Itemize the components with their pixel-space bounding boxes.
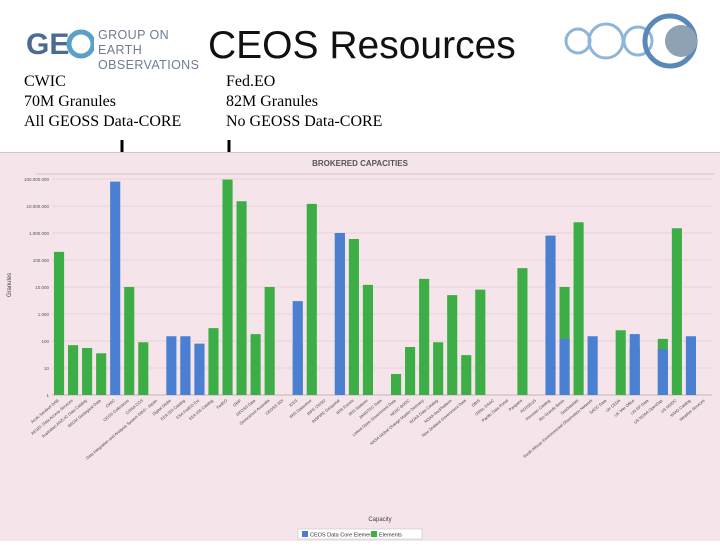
y-tick-label: 1 <box>46 393 49 398</box>
x-tick-label: GBIF <box>232 398 243 408</box>
fedeo-name: Fed.EO <box>226 73 276 90</box>
legend-core-swatch <box>302 531 308 537</box>
bar-elements <box>96 353 107 395</box>
y-tick-label: 1.000.000 <box>29 231 50 236</box>
bar-elements <box>53 251 65 395</box>
grid: 1 10 100 1.000 10.000 100.000 1.000.000 10.000.… <box>24 177 712 398</box>
legend-elements-swatch <box>371 531 377 537</box>
logo-line-2: EARTH OBSERVATIONS <box>98 43 200 72</box>
geo-logo: GE GROUP ON EARTH OBSERVATIONS <box>24 24 234 72</box>
bar-elements <box>82 348 93 395</box>
bar-elements <box>138 342 149 395</box>
cwic-info: CWIC 70M Granules All GEOSS Data-CORE <box>24 72 181 132</box>
fedeo-granules: 82M Granules <box>226 93 318 110</box>
y-tick-label: 100.000 <box>33 258 50 263</box>
cwic-note: All GEOSS Data-CORE <box>24 113 182 130</box>
page-title: CEOS Resources <box>208 24 516 67</box>
x-tick-label: ICES <box>288 398 299 408</box>
logo-text: GROUP ON EARTH OBSERVATIONS <box>98 28 234 73</box>
bar-elements <box>419 278 430 395</box>
bar-core <box>545 235 556 395</box>
legend: CEOS Data Core Elements Elements <box>297 528 423 540</box>
bar-elements <box>68 345 79 395</box>
y-axis-label: Granules <box>7 273 13 297</box>
x-tick-label: OBIS <box>470 398 481 408</box>
bar-core <box>587 336 598 395</box>
y-tick-label: 100.000.000 <box>24 177 50 182</box>
chart-title: BROKERED CAPACITIES <box>312 159 409 168</box>
bar-elements <box>362 284 374 395</box>
bar-elements <box>348 238 359 395</box>
cwic-name: CWIC <box>24 73 66 90</box>
bar-elements <box>615 330 626 395</box>
bar-elements <box>222 179 233 395</box>
fedeo-info: Fed.EO 82M Granules No GEOSS Data-CORE <box>226 72 382 132</box>
bar-elements <box>208 328 219 395</box>
bar-core <box>180 336 191 395</box>
x-axis-label: Capacity <box>368 517 391 523</box>
bar-elements <box>671 228 682 395</box>
legend-elements-label: Elements <box>379 533 402 539</box>
x-tick-label: CWIC <box>104 398 115 409</box>
bar-elements <box>461 355 472 395</box>
bar-elements <box>573 222 584 395</box>
bar-elements <box>264 287 275 395</box>
y-tick-label: 1.000 <box>38 312 50 317</box>
bar-elements <box>517 268 528 395</box>
decorative-circles-icon <box>564 13 698 69</box>
bar-core <box>629 334 640 395</box>
logo-line-1: GROUP ON <box>98 28 170 42</box>
bar-core <box>194 343 205 395</box>
bar-core <box>685 336 696 395</box>
brokered-capacities-chart: BROKERED CAPACITIES Granules Capacity 11… <box>7 159 714 540</box>
bar-core <box>166 336 177 395</box>
bar-core <box>110 181 121 395</box>
y-tick-label: 10.000 <box>35 285 49 290</box>
bar-elements <box>306 203 317 395</box>
legend-core-label: CEOS Data Core Elements <box>310 533 377 539</box>
bar-core <box>292 301 303 395</box>
geo-logo-icon: GE <box>26 28 96 61</box>
x-tick-label: FedEO <box>215 398 228 410</box>
x-tick-label: Weather Services <box>678 398 705 422</box>
svg-text:GE: GE <box>26 28 69 61</box>
y-tick-label: 10.000.000 <box>26 204 49 209</box>
bar-elements <box>236 201 247 395</box>
bar-elements <box>250 334 261 395</box>
bars <box>53 179 696 395</box>
bar-elements <box>475 289 486 395</box>
bar-core <box>334 233 345 395</box>
bar-elements <box>433 342 444 395</box>
fedeo-note: No GEOSS Data-CORE <box>226 113 383 130</box>
cwic-granules: 70M Granules <box>24 93 116 110</box>
y-tick-label: 100 <box>41 339 49 344</box>
bar-elements <box>124 287 135 395</box>
bar-core <box>657 349 668 395</box>
y-tick-label: 10 <box>44 366 50 371</box>
bar-elements <box>390 373 402 395</box>
bar-elements <box>447 295 458 395</box>
bar-core <box>559 338 570 395</box>
bar-elements <box>405 346 416 395</box>
